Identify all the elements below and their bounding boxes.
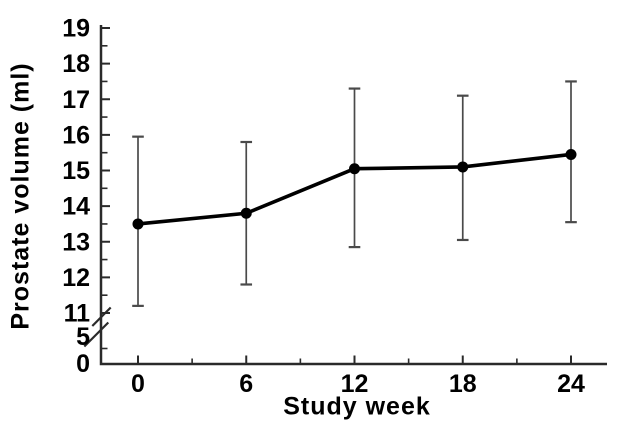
y-tick-label: 16: [62, 121, 90, 149]
y-axis-title: Prostate volume (ml): [6, 62, 35, 330]
x-tick-label: 6: [239, 370, 253, 398]
data-point: [457, 161, 469, 173]
x-tick-label: 18: [449, 370, 477, 398]
axes-frame: [99, 25, 607, 366]
x-tick-label: 0: [131, 370, 145, 398]
data-point: [240, 207, 252, 219]
data-point: [132, 218, 144, 230]
data-point: [565, 148, 577, 160]
y-tick-label: 11: [64, 300, 91, 328]
y-tick-label: 13: [62, 228, 90, 256]
y-tick-label: 15: [62, 157, 90, 185]
y-tick-label: 14: [62, 193, 90, 221]
x-axis-title: Study week: [283, 392, 431, 421]
axis-break-slash: [83, 321, 110, 348]
x-tick-label: 24: [557, 370, 585, 398]
y-tick-label: 17: [62, 86, 90, 114]
data-point: [349, 163, 360, 175]
x-tick-label: 12: [341, 370, 369, 398]
y-tick-label: 18: [62, 50, 90, 78]
y-tick-label: 0: [76, 350, 90, 378]
y-tick-label: 5: [76, 323, 90, 351]
axis-break-slash: [91, 306, 112, 327]
y-tick-label: 19: [62, 15, 90, 43]
y-tick-label: 12: [62, 264, 90, 292]
